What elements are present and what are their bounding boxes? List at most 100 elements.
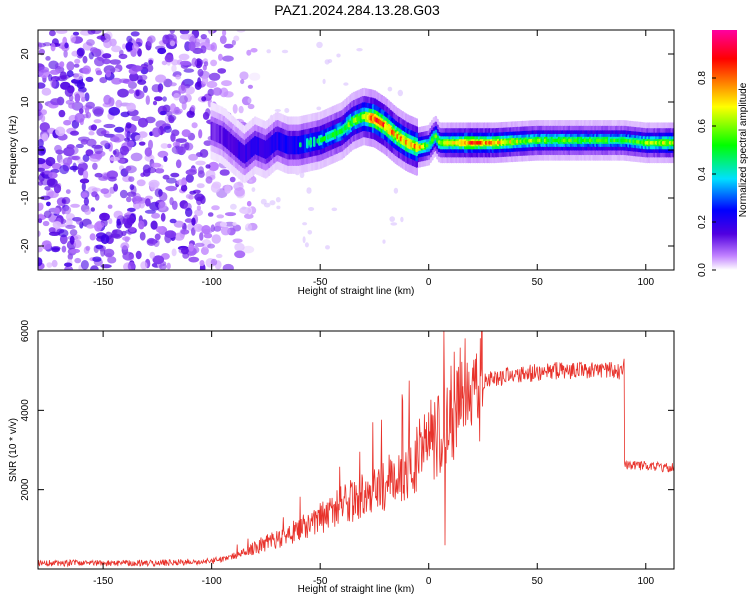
noise-speck [336,53,341,58]
noise-blob [142,85,148,93]
noise-blob [66,157,73,165]
noise-blob [73,239,82,249]
ridge-cell [306,138,309,149]
noise-blob [38,230,41,237]
noise-blob [77,162,88,172]
noise-blob [201,76,209,85]
noise-speck [249,179,253,183]
noise-blob [166,177,177,184]
noise-blob [212,87,222,96]
colorbar-tick-label: 0.0 [697,263,708,277]
snr-x-tick-label: -150 [93,576,113,587]
noise-blob [52,221,62,229]
noise-blob [79,178,90,184]
snr-x-tick-label: -50 [313,576,328,587]
noise-blob [121,230,127,236]
noise-blob [127,191,137,197]
noise-blob [215,253,223,259]
noise-blob [238,105,244,114]
noise-blob [232,104,238,114]
noise-speck [308,207,315,211]
noise-blob [234,242,245,252]
noise-blob [92,106,104,115]
noise-blob [39,122,50,132]
noise-blob [130,152,143,162]
noise-blob [113,210,123,219]
noise-blob [222,55,234,62]
noise-blob [175,74,181,80]
noise-blob [50,43,56,52]
noise-blob [66,145,79,155]
noise-speck [245,227,251,231]
spectrogram-y-axis-label: Frequency (Hz) [8,116,19,185]
noise-blob [129,72,139,82]
noise-blob [244,213,254,219]
noise-speck [302,236,306,244]
noise-speck [400,216,404,223]
figure-title: PAZ1.2024.284.13.28.G03 [274,2,440,18]
noise-blob [188,153,199,161]
noise-blob [221,80,232,87]
noise-blob [222,30,227,37]
noise-blob [48,60,59,70]
noise-blob [184,84,191,89]
noise-blob [169,103,177,113]
colorbar: 0.0 0.2 0.4 0.6 0.8 Normalized spectral ampl… [697,30,749,277]
noise-blob [139,74,148,81]
noise-blob [94,193,100,201]
noise-blob [90,47,98,54]
noise-blob [99,77,108,84]
noise-blob [38,82,46,89]
noise-blob [63,119,72,126]
ridge-cell [299,142,302,148]
noise-blob [41,87,52,96]
noise-blob [151,212,161,219]
noise-blob [207,212,214,217]
noise-blob [178,84,187,94]
noise-blob [179,30,190,35]
noise-blob [154,233,161,241]
noise-blob [82,65,92,75]
noise-blob [211,205,220,211]
snr-x-tick-label: 100 [637,576,654,587]
noise-speck [304,242,309,248]
noise-speck [230,203,237,210]
spectrogram-x-tick-label: -150 [93,277,113,288]
noise-blob [81,96,86,103]
noise-blob [55,30,68,34]
noise-speck [251,187,256,193]
noise-blob [154,96,163,102]
snr-y-axis-label: SNR (10 * v/v) [8,418,19,482]
noise-blob [185,174,194,183]
noise-blob [219,35,227,44]
noise-blob [128,176,135,183]
noise-blob [219,169,230,176]
noise-blob [126,140,135,148]
noise-blob [103,248,115,258]
noise-blob [148,59,154,65]
noise-speck [382,239,386,244]
noise-blob [63,50,68,58]
noise-blob [40,148,46,154]
noise-blob [125,122,132,129]
noise-blob [131,115,141,122]
noise-blob [40,178,50,186]
noise-blob [74,58,81,64]
noise-blob [247,103,255,110]
noise-blob [41,133,49,142]
ridge-cell [434,134,438,139]
noise-blob [50,98,61,106]
noise-blob [81,182,86,192]
noise-blob [163,156,168,162]
noise-blob [50,78,57,88]
noise-blob [127,261,136,270]
noise-blob [145,198,151,207]
noise-speck [397,89,403,97]
noise-blob [145,95,150,105]
noise-blob [205,164,211,169]
noise-blob [41,240,52,250]
noise-blob [171,64,177,73]
spectrogram-x-ticks: -150 -100 -50 0 50 100 [93,30,655,288]
noise-blob [173,92,181,101]
noise-blob [107,256,117,264]
